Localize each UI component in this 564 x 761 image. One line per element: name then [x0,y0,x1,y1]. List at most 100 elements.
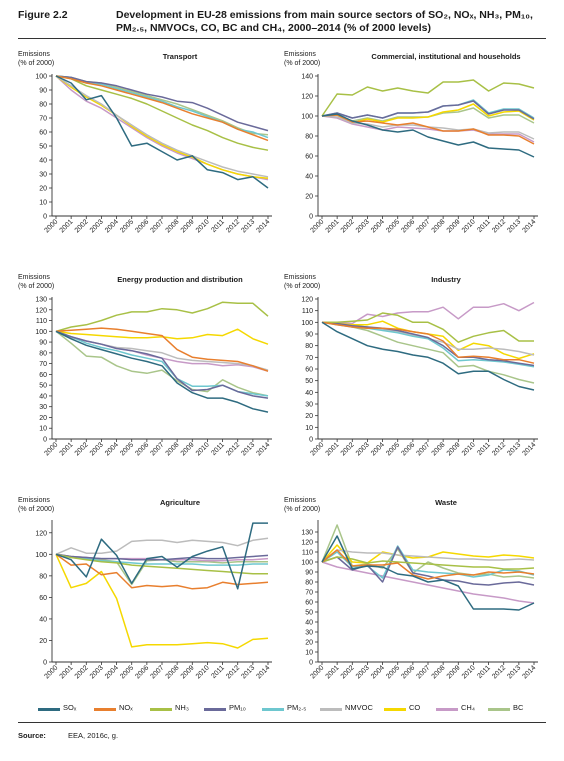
x-tick-label: 2006 [400,664,416,680]
y-tick-label: 50 [305,610,313,617]
bottom-divider [18,722,546,723]
x-tick-label: 2005 [119,664,135,680]
y-axis-label: (% of 2000) [284,60,320,67]
y-tick-label: 110 [302,550,313,557]
y-tick-label: 80 [305,134,313,141]
y-tick-label: 90 [39,88,47,95]
series-line-co [55,553,269,649]
x-tick-label: 2009 [446,218,462,234]
legend-label: SOₓ [63,703,77,712]
x-tick-label: 2006 [400,218,416,234]
x-tick-label: 2005 [119,441,135,457]
chart-energy: Emissions (% of 2000) Energy production an… [18,274,272,457]
series-line-pm [321,545,535,579]
series-line-bc [55,330,269,397]
y-tick-label: 0 [43,214,47,221]
series-line-no [321,321,535,364]
y-tick-label: 30 [39,404,47,411]
series-line-pm [55,75,269,132]
x-tick-label: 2004 [104,218,120,234]
y-axis-label: Emissions [284,274,316,281]
y-tick-label: 0 [43,437,47,444]
x-tick-label: 2007 [149,441,165,457]
series-line-nmvoc [55,537,269,555]
y-tick-label: 70 [39,116,47,123]
figure-label: Figure 2.2 [18,9,68,21]
series-line-co [55,75,269,179]
y-axis-label: (% of 2000) [284,283,320,290]
x-tick-label: 2008 [165,664,181,680]
series-line-nh [55,553,268,575]
x-tick-label: 2002 [74,441,90,457]
x-tick-label: 2001 [325,441,341,457]
x-tick-label: 2008 [431,218,447,234]
series-line-no [55,75,269,142]
series-line-nh [55,301,269,333]
y-tick-label: 50 [39,383,47,390]
x-tick-label: 2000 [309,664,325,680]
series-line-pm [55,330,269,399]
x-tick-label: 2011 [210,664,226,680]
y-tick-label: 90 [39,340,47,347]
source-label: Source: [18,731,46,740]
series-line-so [55,522,268,590]
y-axis-label: (% of 2000) [284,506,320,513]
x-tick-label: 2011 [476,441,492,457]
y-tick-label: 100 [35,329,47,336]
series-line-bc [55,75,269,136]
y-tick-label: 80 [305,580,313,587]
x-tick-label: 2008 [431,664,447,680]
x-tick-label: 2007 [415,441,431,457]
legend: SOₓ NOₓ NH₃ PM₁₀ PM₂.₅ NMVOC CO CH₄ BC [18,702,546,718]
y-tick-label: 100 [301,560,313,567]
x-tick-label: 2003 [89,441,105,457]
chart-agriculture: Emissions (% of 2000) Agriculture 0 20 40 60 80… [18,497,272,680]
y-tick-label: 100 [301,114,313,121]
chart-title: Agriculture [160,498,200,507]
x-tick-label: 2005 [385,664,401,680]
y-tick-label: 100 [301,320,313,327]
x-tick-label: 2006 [134,664,150,680]
chart-transport: Emissions (% of 2000) Transport 0 10 20 30 40 50… [18,51,272,234]
y-tick-label: 30 [305,630,313,637]
legend-swatch [150,708,172,711]
x-tick-label: 2000 [309,218,325,234]
x-tick-label: 2004 [370,664,386,680]
x-tick-label: 2011 [476,664,492,680]
chart-commercial: Emissions (% of 2000) Commercial, institut… [284,51,538,234]
x-tick-label: 2010 [461,664,477,680]
y-tick-label: 140 [301,74,313,81]
y-tick-label: 20 [39,186,47,193]
x-tick-label: 2007 [415,218,431,234]
y-axis-label: Emissions [284,51,316,58]
y-tick-label: 60 [305,154,313,161]
y-tick-label: 130 [301,530,313,537]
x-tick-label: 2001 [59,664,75,680]
x-tick-label: 2013 [506,441,522,457]
legend-swatch [204,708,226,711]
x-tick-label: 2004 [370,441,386,457]
legend-swatch [94,708,116,711]
y-tick-label: 80 [305,343,313,350]
figure-title: Development in EU-28 emissions from main… [116,9,533,34]
x-tick-label: 2002 [340,218,356,234]
y-tick-label: 0 [309,437,313,444]
x-tick-label: 2005 [119,218,135,234]
x-tick-label: 2014 [521,218,537,234]
y-tick-label: 60 [39,130,47,137]
series-line-ch [321,115,535,143]
y-tick-label: 40 [305,620,313,627]
y-tick-label: 30 [39,172,47,179]
y-axis-label: Emissions [284,497,316,504]
x-tick-label: 2011 [210,441,226,457]
x-tick-label: 2013 [240,441,256,457]
chart-waste: Emissions (% of 2000) Waste 0 10 20 30 40 50 60 70… [284,497,538,680]
legend-label: PM₁₀ [229,703,246,712]
x-tick-label: 2014 [521,441,537,457]
y-tick-label: 60 [39,372,47,379]
x-tick-label: 2012 [225,664,241,680]
y-tick-label: 70 [305,355,313,362]
x-tick-label: 2012 [491,664,507,680]
legend-swatch [38,708,60,711]
legend-label: CH₄ [461,703,475,712]
